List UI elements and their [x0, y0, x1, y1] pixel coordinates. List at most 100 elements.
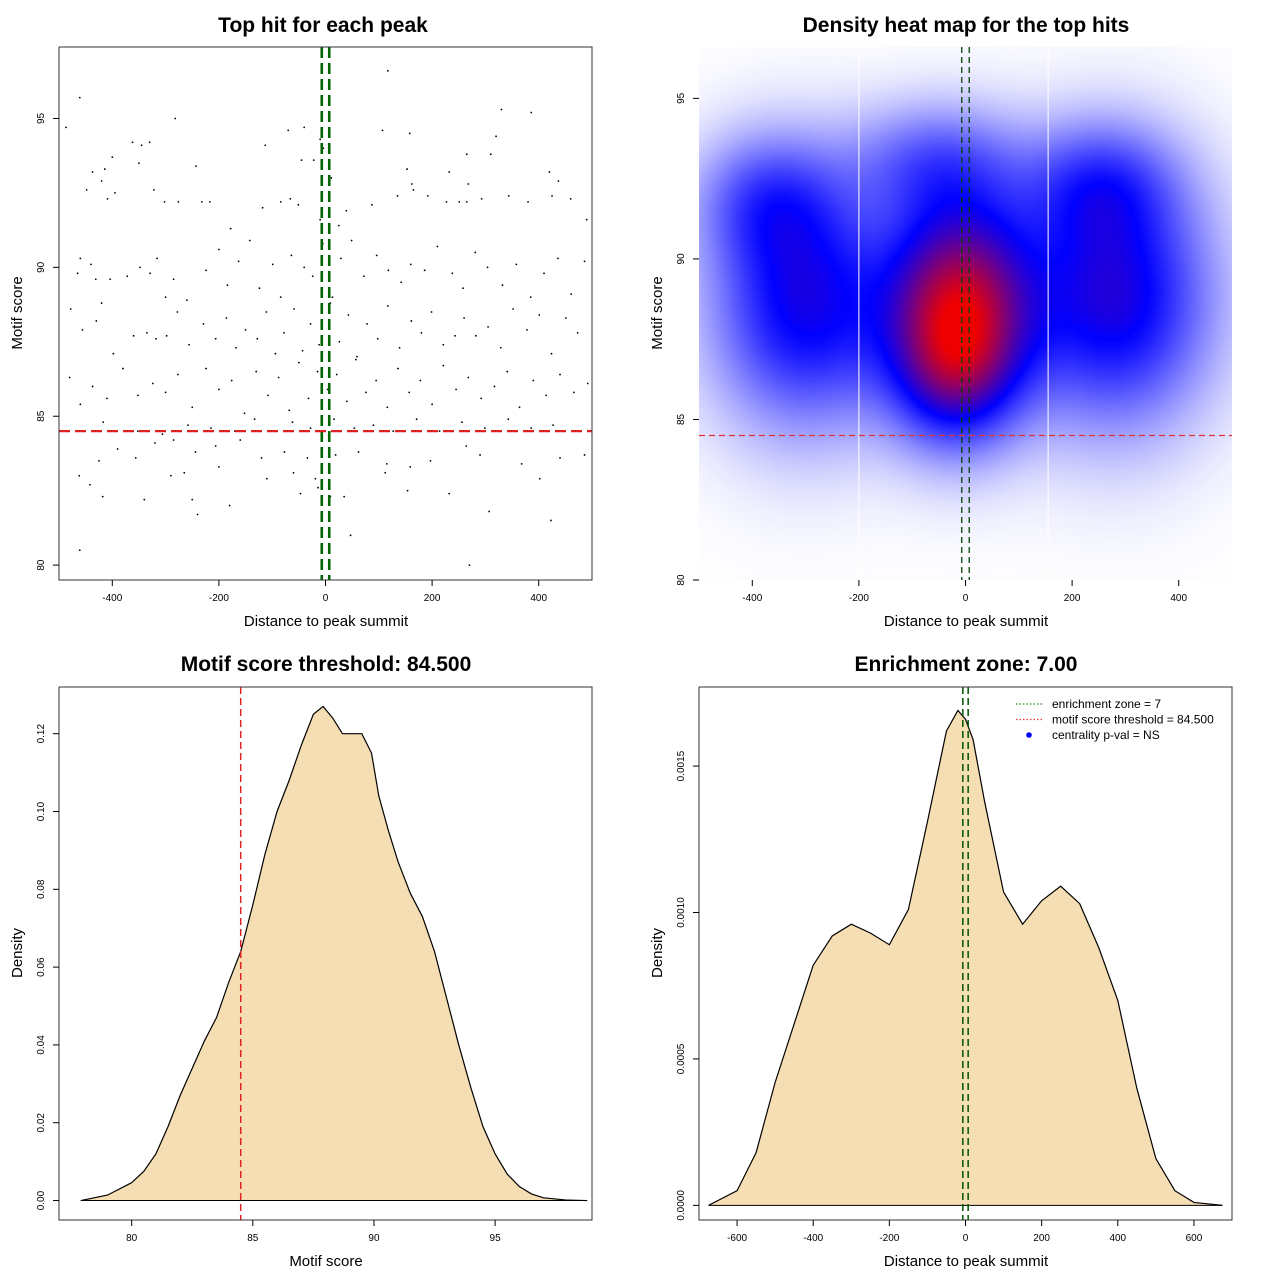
y-axis-label: Density [9, 927, 26, 978]
scatter-point [406, 489, 409, 492]
density-line [80, 705, 588, 1202]
scatter-point [297, 203, 300, 206]
scatter-point [258, 287, 261, 290]
scatter-point [225, 317, 228, 319]
scatter-point [170, 474, 172, 477]
y-tick-label: 90 [36, 261, 47, 273]
scatter-point [334, 454, 337, 456]
scatter-point [208, 200, 211, 203]
scatter-point [319, 218, 322, 221]
x-axis-label: Distance to peak summit [884, 613, 1049, 630]
scatter-point [81, 328, 84, 331]
scatter-point [239, 439, 242, 441]
scatter-point [237, 260, 240, 263]
y-tick-label: 0.0010 [676, 897, 687, 928]
scatter-point [431, 403, 433, 406]
scatter-point [335, 373, 338, 376]
scatter-point [218, 465, 220, 468]
scatter-point [101, 495, 104, 498]
y-tick-label: 95 [676, 92, 687, 104]
scatter-point [188, 343, 190, 346]
scatter-point [131, 141, 134, 144]
scatter-point [420, 331, 423, 334]
scatter-point [585, 218, 588, 221]
scatter-point [235, 346, 237, 349]
scatter-point [448, 492, 451, 495]
scatter-point [429, 459, 432, 462]
x-tick-label: 85 [247, 1233, 259, 1244]
scatter-point [423, 269, 426, 272]
scatter-point [419, 379, 422, 382]
scatter-point [149, 272, 152, 275]
scatter-point [253, 418, 256, 421]
x-tick-label: -400 [803, 1233, 823, 1244]
legend-entry: centrality p-val = NS [1052, 728, 1160, 742]
scatter-point [165, 334, 168, 337]
x-tick-label: -600 [727, 1233, 747, 1244]
scatter-point [353, 427, 356, 430]
scatter-point [205, 367, 208, 370]
scatter-point [152, 189, 155, 191]
scatter-point [386, 406, 389, 409]
scatter-point [109, 278, 112, 281]
scatter-point [218, 388, 220, 391]
y-tick-label: 0.08 [36, 879, 47, 899]
scatter-point [214, 445, 217, 447]
scatter-point [387, 269, 390, 272]
scatter-point [279, 296, 282, 299]
scatter-point [102, 421, 105, 424]
scatter-point [538, 314, 541, 316]
scatter-point [468, 564, 471, 567]
panel-motif-score-density: Motif score threshold: 84.500 Motif scor… [9, 653, 593, 1270]
y-tick-label: 0.0000 [676, 1190, 687, 1221]
scatter-point [148, 141, 151, 144]
scatter-point [349, 534, 352, 537]
scatter-point [569, 197, 572, 200]
scatter-point [586, 382, 589, 385]
scatter-point [398, 346, 401, 349]
legend-entry: motif score threshold = 84.500 [1052, 713, 1214, 727]
scatter-point [256, 337, 259, 340]
scatter-point [337, 224, 340, 227]
scatter-point [486, 266, 489, 269]
scatter-point [465, 153, 468, 156]
scatter-point [90, 263, 92, 266]
scatter-point [526, 328, 528, 331]
scatter-point [163, 200, 166, 203]
x-axis-label: Motif score [289, 1253, 362, 1270]
scatter-point [451, 272, 454, 275]
y-tick-label: 90 [676, 253, 687, 265]
scatter-point [314, 477, 317, 480]
scatter-point [69, 308, 72, 310]
scatter-point [94, 278, 97, 281]
scatter-point [445, 200, 448, 203]
density-line [708, 709, 1223, 1206]
scatter-point [172, 278, 175, 281]
scatter-point [200, 200, 203, 203]
scatter-point [551, 194, 553, 197]
scatter-point [136, 394, 139, 397]
y-tick-label: 85 [36, 410, 47, 422]
scatter-point [448, 171, 451, 173]
scatter-point [375, 254, 378, 257]
scatter-point [520, 462, 523, 465]
x-tick-label: 400 [530, 593, 547, 604]
scatter-point [442, 343, 445, 346]
scatter-point [500, 108, 503, 111]
scatter-point [495, 135, 497, 138]
scatter-point [244, 328, 247, 331]
scatter-point [161, 433, 164, 435]
x-tick-label: 200 [1033, 1233, 1050, 1244]
scatter-point [530, 427, 533, 430]
scatter-point [426, 194, 429, 197]
x-tick-label: -200 [849, 593, 869, 604]
legend-symbol [1026, 732, 1032, 738]
plot-frame [58, 46, 593, 581]
scatter-point [174, 117, 177, 120]
scatter-point [462, 287, 464, 290]
scatter-point [106, 197, 109, 200]
scatter-point [455, 388, 457, 391]
y-tick-label: 0.02 [36, 1113, 47, 1133]
scatter-point [301, 349, 304, 352]
y-axis-label: Motif score [649, 276, 666, 349]
